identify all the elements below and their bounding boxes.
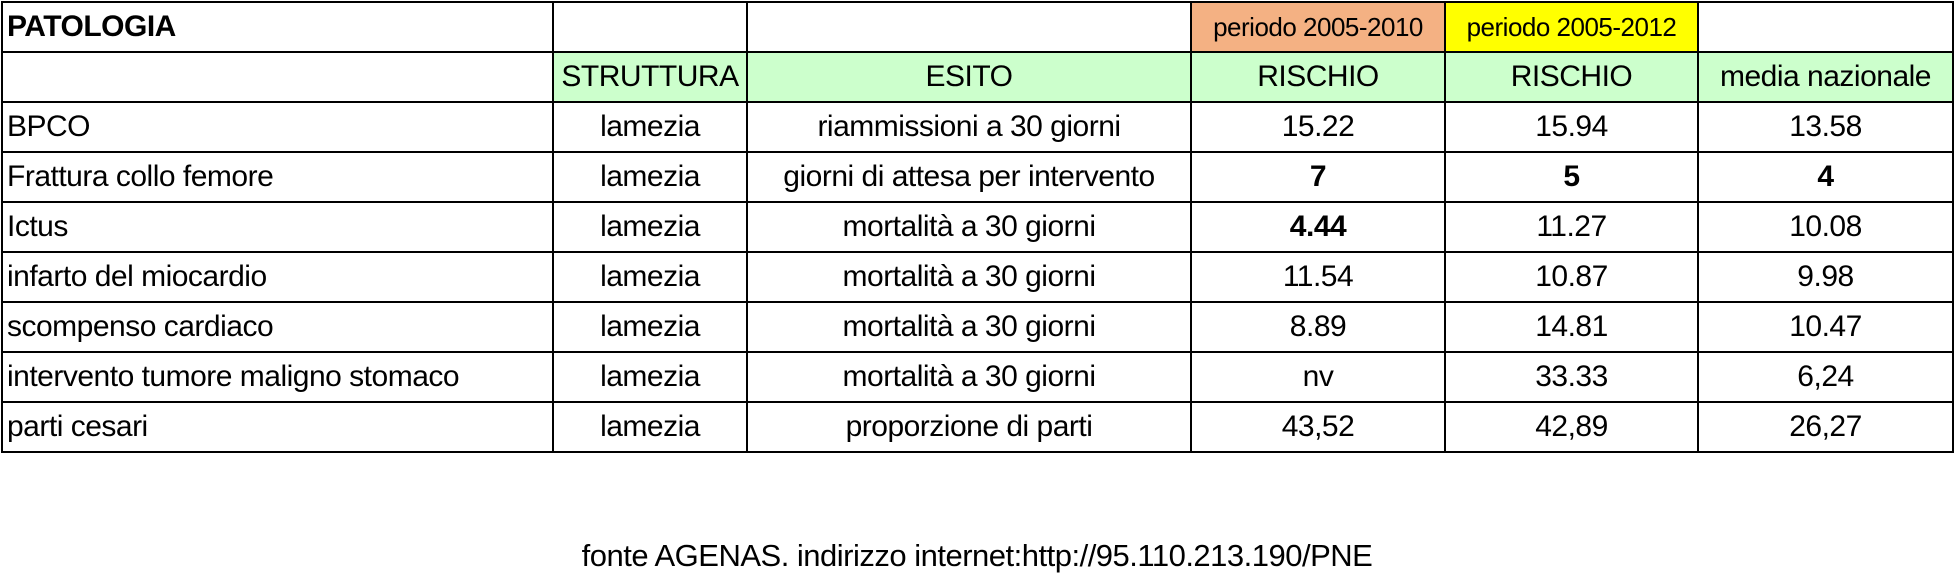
media-nazionale-cell: 4 [1697, 151, 1954, 203]
esito-cell: mortalità a 30 giorni [746, 201, 1192, 253]
struttura-cell: lamezia [552, 251, 748, 303]
patologia-cell: BPCO [1, 101, 554, 153]
media-nazionale-cell: 9.98 [1697, 251, 1954, 303]
struttura-cell: lamezia [552, 151, 748, 203]
column-header-rischio-2010: RISCHIO [1190, 51, 1446, 103]
esito-cell: mortalità a 30 giorni [746, 301, 1192, 353]
struttura-cell: lamezia [552, 101, 748, 153]
period-2005-2010-label: periodo 2005-2010 [1190, 1, 1446, 53]
rischio-2012-cell: 14.81 [1444, 301, 1699, 353]
column-header-rischio-2012: RISCHIO [1444, 51, 1699, 103]
esito-cell: giorni di attesa per intervento [746, 151, 1192, 203]
rischio-2010-cell: 8.89 [1190, 301, 1446, 353]
media-nazionale-cell: 10.08 [1697, 201, 1954, 253]
struttura-cell: lamezia [552, 401, 748, 453]
rischio-2012-cell: 10.87 [1444, 251, 1699, 303]
esito-cell: riammissioni a 30 giorni [746, 101, 1192, 153]
patologia-cell: parti cesari [1, 401, 554, 453]
outcomes-table: PATOLOGIA periodo 2005-2010 periodo 2005… [1, 1, 1954, 453]
empty-cell [1697, 1, 1954, 53]
table-row: Frattura collo femore lamezia giorni di … [1, 151, 1954, 203]
patologia-cell: intervento tumore maligno stomaco [1, 351, 554, 403]
media-nazionale-cell: 6,24 [1697, 351, 1954, 403]
rischio-2012-cell: 42,89 [1444, 401, 1699, 453]
esito-cell: mortalità a 30 giorni [746, 351, 1192, 403]
source-note: fonte AGENAS. indirizzo internet:http://… [581, 538, 1373, 573]
rischio-2012-cell: 33.33 [1444, 351, 1699, 403]
table-row: parti cesari lamezia proporzione di part… [1, 401, 1954, 453]
column-header-empty [1, 51, 554, 103]
rischio-2010-cell: 43,52 [1190, 401, 1446, 453]
patologia-cell: Frattura collo femore [1, 151, 554, 203]
rischio-2010-cell: 4.44 [1190, 201, 1446, 253]
patologia-cell: scompenso cardiaco [1, 301, 554, 353]
struttura-cell: lamezia [552, 301, 748, 353]
column-header-media-nazionale: media nazionale [1697, 51, 1954, 103]
period-row: PATOLOGIA periodo 2005-2010 periodo 2005… [1, 1, 1954, 53]
rischio-2010-cell: nv [1190, 351, 1446, 403]
table-row: scompenso cardiaco lamezia mortalità a 3… [1, 301, 1954, 353]
esito-cell: proporzione di parti [746, 401, 1192, 453]
media-nazionale-cell: 10.47 [1697, 301, 1954, 353]
column-header-struttura: STRUTTURA [552, 51, 748, 103]
patologia-title: PATOLOGIA [1, 1, 554, 53]
struttura-cell: lamezia [552, 201, 748, 253]
period-2005-2012-label: periodo 2005-2012 [1444, 1, 1699, 53]
esito-cell: mortalità a 30 giorni [746, 251, 1192, 303]
patologia-cell: Ictus [1, 201, 554, 253]
rischio-2012-cell: 15.94 [1444, 101, 1699, 153]
rischio-2010-cell: 7 [1190, 151, 1446, 203]
media-nazionale-cell: 26,27 [1697, 401, 1954, 453]
patologia-cell: infarto del miocardio [1, 251, 554, 303]
table-row: intervento tumore maligno stomaco lamezi… [1, 351, 1954, 403]
column-header-row: STRUTTURA ESITO RISCHIO RISCHIO media na… [1, 51, 1954, 103]
table-row: BPCO lamezia riammissioni a 30 giorni 15… [1, 101, 1954, 153]
media-nazionale-cell: 13.58 [1697, 101, 1954, 153]
rischio-2012-cell: 11.27 [1444, 201, 1699, 253]
empty-cell [746, 1, 1192, 53]
rischio-2010-cell: 11.54 [1190, 251, 1446, 303]
column-header-esito: ESITO [746, 51, 1192, 103]
struttura-cell: lamezia [552, 351, 748, 403]
table-row: infarto del miocardio lamezia mortalità … [1, 251, 1954, 303]
rischio-2010-cell: 15.22 [1190, 101, 1446, 153]
rischio-2012-cell: 5 [1444, 151, 1699, 203]
table-row: Ictus lamezia mortalità a 30 giorni 4.44… [1, 201, 1954, 253]
empty-cell [552, 1, 748, 53]
